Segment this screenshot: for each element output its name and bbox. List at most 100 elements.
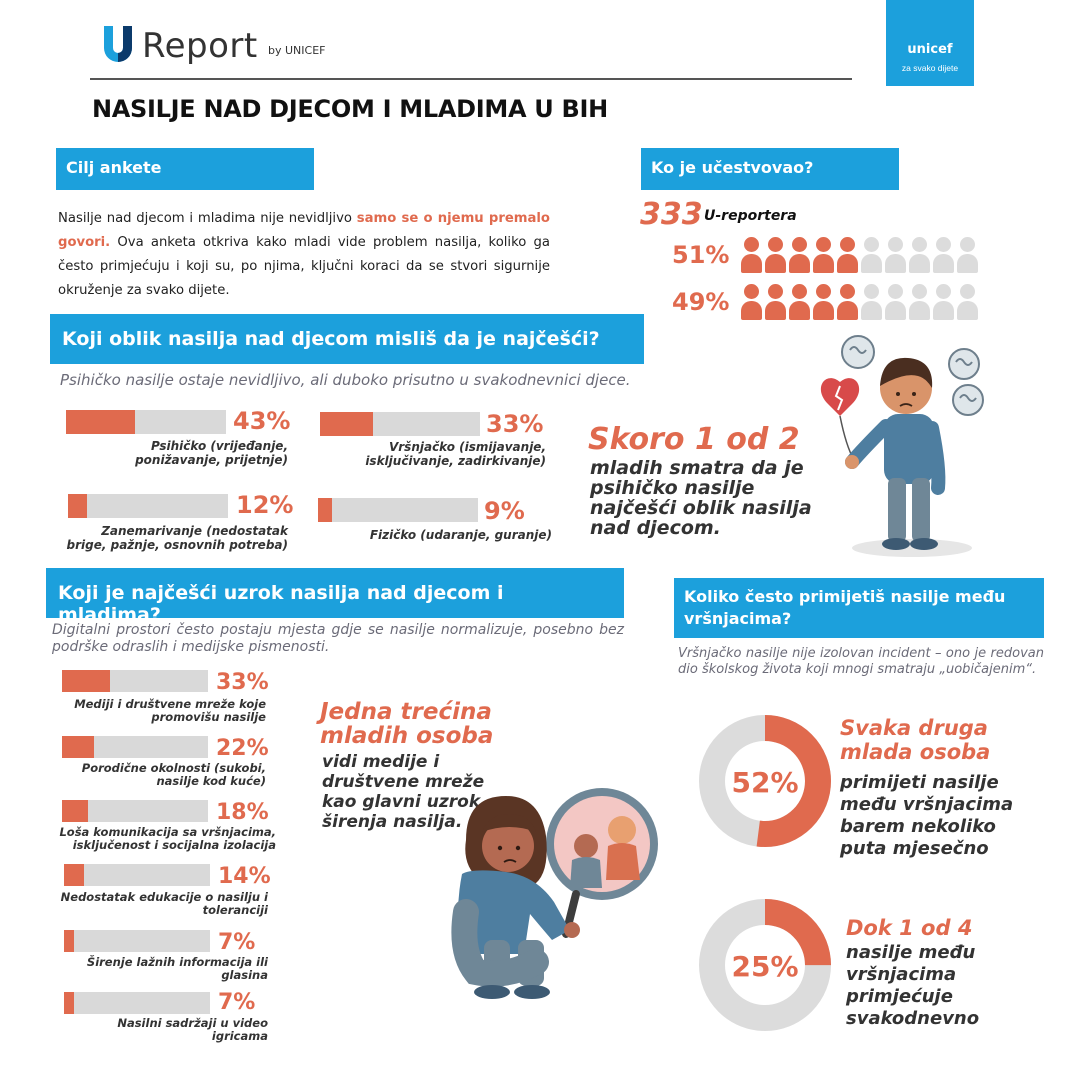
causes-bar-3: [62, 800, 208, 822]
participants-row1-pct: 51%: [672, 241, 730, 269]
person-icon: [741, 284, 762, 322]
frequency-1-big: Svaka druga mlada osoba: [840, 716, 991, 764]
person-icon: [933, 237, 954, 275]
forms-callout-big: Skoro 1 od 2: [588, 422, 800, 457]
causes-bar-5-label: Širenje lažnih informacija ili glasina: [86, 955, 268, 982]
person-icon: [861, 284, 882, 322]
causes-bar-6-pct: 7%: [218, 990, 256, 1015]
forms-bar-4: [318, 498, 478, 522]
causes-heading: Koji je najčešći uzrok nasilja nad djeco…: [46, 568, 624, 626]
person-icon: [741, 237, 762, 275]
causes-bar-2: [62, 736, 208, 758]
person-icon: [885, 237, 906, 275]
forms-bar-3-fill: [68, 494, 88, 518]
forms-note: Psihičko nasilje ostaje nevidljivo, ali …: [60, 371, 631, 389]
causes-bar-3-label: Loša komunikacija sa vršnjacima, isključ…: [59, 825, 276, 852]
goal-text: Nasilje nad djecom i mladima nije nevidl…: [58, 207, 550, 303]
causes-callout-text: vidi medije i društvene mreže kao glavni…: [322, 752, 485, 832]
forms-bar-3: [68, 494, 228, 518]
person-icon: [957, 284, 978, 322]
person-icon: [861, 237, 882, 275]
forms-bar-3-pct: 12%: [236, 491, 294, 519]
forms-bar-3-label: Zanemarivanje (nedostatak brige, pažnje,…: [66, 524, 288, 552]
unicef-logo: unicef za svako dijete: [886, 0, 974, 86]
causes-bar-1-pct: 33%: [216, 670, 269, 695]
frequency-1-text: primijeti nasilje među vršnjacima barem …: [840, 772, 1014, 859]
forms-bar-1-pct: 43%: [233, 407, 291, 435]
causes-bar-6-label: Nasilni sadržaji u video igricama: [117, 1016, 268, 1043]
frequency-donut-1-pct: 52%: [731, 766, 798, 799]
frequency-2-big: Dok 1 od 4: [846, 916, 973, 940]
frequency-donut-1: 52%: [699, 715, 831, 847]
causes-note: Digitalni prostori često postaju mjesta …: [52, 622, 624, 655]
goal-heading: Cilj ankete: [56, 148, 314, 190]
goal-text-part: Nasilje nad djecom i mladima nije nevidl…: [58, 211, 357, 226]
frequency-2-text: nasilje među vršnjacima primjećuje svako…: [846, 942, 980, 1029]
frequency-donut-2: 25%: [699, 899, 831, 1031]
unicef-brand: unicef: [907, 42, 953, 57]
participants-row2-pct: 49%: [672, 288, 730, 316]
causes-bar-4-label: Nedostatak edukacije o nasilju i toleran…: [60, 890, 268, 917]
girl-magnifier-illustration: [451, 788, 658, 999]
causes-bar-4-fill: [64, 864, 85, 886]
forms-bar-2-fill: [320, 412, 373, 436]
frequency-donut-2-pct: 25%: [731, 950, 798, 983]
person-icon: [909, 237, 930, 275]
person-icon: [885, 284, 906, 322]
participants-count-label: U-reportera: [704, 208, 797, 224]
page-title: NASILJE NAD DJECOM I MLADIMA U BIH: [92, 95, 608, 123]
forms-bar-2-label: Vršnjačko (ismijavanje, isključivanje, z…: [365, 440, 546, 468]
participants-row1-icons: [741, 237, 978, 275]
forms-bar-2-pct: 33%: [486, 410, 544, 438]
person-icon: [837, 237, 858, 275]
forms-bar-1-label: Psihičko (vrijeđanje, ponižavanje, prije…: [135, 439, 288, 467]
participants-heading: Ko je učestvovao?: [641, 148, 899, 190]
logo-by: by UNICEF: [268, 44, 326, 57]
participants-row2-icons: [741, 284, 978, 322]
causes-bar-5: [64, 930, 210, 952]
forms-bar-4-label: Fizičko (udaranje, guranje): [369, 528, 552, 542]
causes-bar-5-pct: 7%: [218, 930, 256, 955]
person-icon: [933, 284, 954, 322]
logo-text: Report: [142, 26, 258, 66]
forms-bar-4-fill: [318, 498, 333, 522]
header-divider: [90, 78, 852, 80]
causes-bar-5-fill: [64, 930, 75, 952]
causes-bar-3-fill: [62, 800, 89, 822]
person-icon: [909, 284, 930, 322]
causes-bar-4: [64, 864, 210, 886]
frequency-note: Vršnjačko nasilje nije izolovan incident…: [678, 646, 1044, 677]
causes-bar-6-fill: [64, 992, 75, 1014]
person-icon: [765, 237, 786, 275]
person-icon: [813, 284, 834, 322]
forms-heading: Koji oblik nasilja nad djecom misliš da …: [50, 314, 644, 364]
person-icon: [789, 237, 810, 275]
causes-bar-2-label: Porodične okolnosti (sukobi, nasilje kod…: [81, 761, 266, 788]
unicef-tagline: za svako dijete: [901, 63, 959, 73]
causes-bar-2-fill: [62, 736, 95, 758]
causes-bar-2-pct: 22%: [216, 736, 269, 761]
causes-bar-1-fill: [62, 670, 111, 692]
goal-text-part-2: Ova anketa otkriva kako mladi vide probl…: [58, 235, 550, 298]
forms-bar-4-pct: 9%: [484, 497, 525, 525]
ureport-logo-icon: [104, 26, 132, 62]
participants-count: 333: [640, 197, 703, 232]
causes-bar-4-pct: 14%: [218, 864, 271, 889]
causes-bar-3-pct: 18%: [216, 800, 269, 825]
frequency-donut-1-arc: [699, 715, 831, 847]
person-icon: [789, 284, 810, 322]
person-icon: [957, 237, 978, 275]
forms-callout-text: mladih smatra da je psihičko nasilje naj…: [590, 457, 812, 539]
frequency-heading: Koliko često primijetiš nasilje među vrš…: [674, 578, 1044, 638]
person-icon: [813, 237, 834, 275]
goal-text-highlight: samo se o njemu premalo govori.: [58, 211, 550, 250]
causes-bar-1: [62, 670, 208, 692]
causes-bar-6: [64, 992, 210, 1014]
causes-callout-big: Jedna trećina mladih osoba: [320, 699, 494, 749]
sad-boy-illustration: [820, 335, 984, 557]
forms-bar-1-fill: [66, 410, 135, 434]
frequency-donut-2-arc: [699, 899, 831, 1031]
causes-bar-1-label: Mediji i društvene mreže koje promovišu …: [74, 697, 266, 724]
forms-bar-1: [66, 410, 226, 434]
forms-bar-2: [320, 412, 480, 436]
